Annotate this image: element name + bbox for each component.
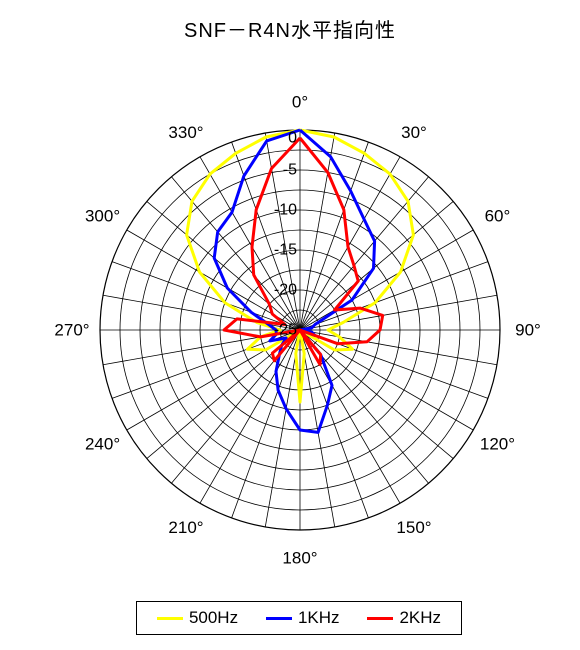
grid-spoke: [199, 156, 301, 331]
legend: 500Hz 1KHz 2KHz: [136, 601, 462, 635]
grid-spoke: [111, 261, 301, 331]
legend-item-1khz: 1KHz: [265, 608, 340, 628]
grid-spoke: [299, 329, 369, 519]
grid-spoke: [299, 201, 454, 331]
angle-tick-label: 60°: [485, 207, 511, 226]
grid-spoke: [199, 329, 301, 504]
chart-title: SNF－R4N水平指向性: [183, 20, 396, 42]
grid-spoke: [299, 329, 336, 528]
angle-tick-label: 210°: [168, 518, 203, 537]
grid-spoke: [299, 329, 498, 366]
angle-tick-label: 270°: [54, 321, 89, 340]
grid-spoke: [231, 329, 301, 519]
legend-label-500hz: 500Hz: [188, 608, 239, 627]
grid-spoke: [299, 294, 498, 331]
legend-label-2khz: 2KHz: [399, 608, 442, 627]
angle-tick-label: 0°: [292, 93, 308, 112]
grid-spoke: [299, 156, 401, 331]
grid-spoke: [146, 201, 301, 331]
legend-item-2khz: 2KHz: [367, 608, 441, 628]
grid-spoke: [231, 141, 301, 331]
angle-tick-label: 300°: [85, 207, 120, 226]
legend-swatch-2khz: [367, 616, 394, 620]
radial-tick-label: 0: [288, 130, 297, 147]
grid-spoke: [299, 141, 369, 331]
angle-tick-label: 180°: [282, 549, 317, 568]
angle-tick-label: 330°: [168, 123, 203, 142]
legend-swatch-500hz: [156, 616, 183, 620]
angle-tick-label: 90°: [515, 321, 541, 340]
legend-label-1khz: 1KHz: [297, 608, 340, 627]
grid-spoke: [264, 132, 301, 331]
radial-tick-label: -25: [274, 322, 297, 339]
angle-tick-label: 150°: [396, 518, 431, 537]
radial-tick-label: -20: [274, 282, 297, 299]
polar-grid: [99, 129, 501, 531]
series-line-1khz: [212, 128, 377, 434]
grid-spoke: [299, 329, 454, 459]
tick-labels: 0° 30° 60° 90° 120° 150° 180° 210° 240° 270° 300° 3…: [54, 93, 540, 568]
grid-spoke: [264, 329, 301, 528]
grid-spoke: [299, 229, 474, 331]
angle-tick-label: 120°: [480, 435, 515, 454]
series-line-2khz: [222, 136, 385, 367]
grid-spoke: [299, 261, 489, 331]
radial-tick-label: -15: [274, 242, 297, 259]
legend-item-500hz: 500Hz: [156, 608, 239, 628]
angle-tick-label: 240°: [85, 435, 120, 454]
angle-tick-label: 30°: [401, 123, 427, 142]
legend-swatch-1khz: [265, 616, 292, 620]
grid-spoke: [299, 132, 336, 331]
series-line-500hz: [185, 128, 415, 404]
series-lines: [185, 128, 415, 434]
radial-tick-label: -10: [274, 202, 297, 219]
radial-tick-label: -5: [283, 162, 297, 179]
